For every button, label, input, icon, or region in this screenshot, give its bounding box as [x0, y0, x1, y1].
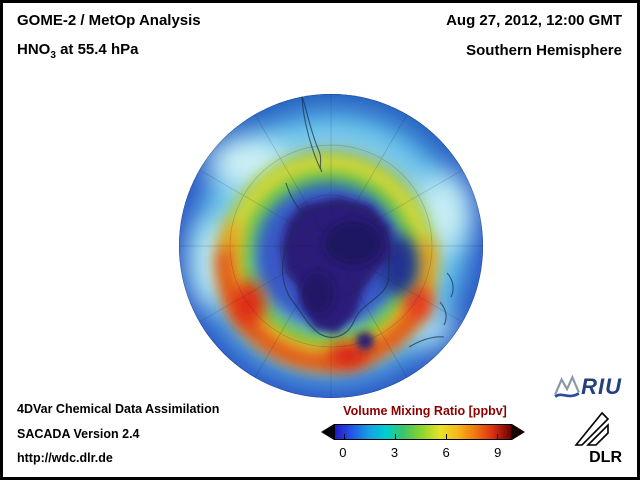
colorbar-tickmark — [394, 434, 396, 439]
header-left: GOME-2 / MetOp Analysis HNO3 at 55.4 hPa — [17, 13, 201, 75]
riu-wordmark: RIU — [581, 374, 622, 399]
colorbar-tickmark — [343, 434, 345, 439]
graticule — [179, 94, 483, 398]
dlr-emblem-icon — [574, 411, 610, 446]
colorbar-tick-labels: 0 3 6 9 — [334, 440, 512, 460]
species-level-label: HNO3 at 55.4 hPa — [17, 42, 201, 61]
dlr-wordmark: DLR — [589, 449, 622, 466]
colorbar-tickmark — [445, 434, 447, 439]
colorbar-title: Volume Mixing Ratio [ppbv] — [343, 404, 507, 418]
datetime-label: Aug 27, 2012, 12:00 GMT — [446, 12, 622, 29]
footer-info: 4DVar Chemical Data Assimilation SACADA … — [17, 403, 219, 477]
colorbar-min-arrow-icon — [321, 424, 334, 440]
hemisphere-map — [179, 94, 483, 398]
riu-logo: RIU — [553, 373, 622, 401]
colorbar-tick-3: 3 — [390, 445, 399, 460]
coastlines — [281, 95, 454, 348]
colorbar-bar-row — [321, 424, 529, 440]
colorbar-gradient — [334, 424, 512, 440]
colorbar-max-arrow-icon — [512, 424, 525, 440]
riu-mountains-icon — [554, 374, 580, 398]
version-label: SACADA Version 2.4 — [17, 426, 140, 441]
colorbar-tick-9: 9 — [494, 445, 502, 460]
header-right: Aug 27, 2012, 12:00 GMT Southern Hemisph… — [446, 13, 622, 73]
species-name: HNO — [17, 41, 51, 58]
wdc-url-link[interactable]: http://wdc.dlr.de — [17, 451, 113, 465]
colorbar: Volume Mixing Ratio [ppbv] 0 3 6 9 — [321, 404, 529, 460]
colorbar-tickmark — [496, 434, 498, 439]
species-subscript: 3 — [50, 50, 56, 61]
dlr-logo: DLR — [560, 409, 624, 467]
analysis-title: GOME-2 / MetOp Analysis — [17, 12, 201, 29]
assimilation-label: 4DVar Chemical Data Assimilation — [17, 402, 220, 416]
colorbar-tick-0: 0 — [339, 445, 347, 460]
hemisphere-label: Southern Hemisphere — [466, 42, 622, 59]
colorbar-tick-6: 6 — [442, 445, 450, 460]
pressure-level: at 55.4 hPa — [55, 41, 139, 58]
